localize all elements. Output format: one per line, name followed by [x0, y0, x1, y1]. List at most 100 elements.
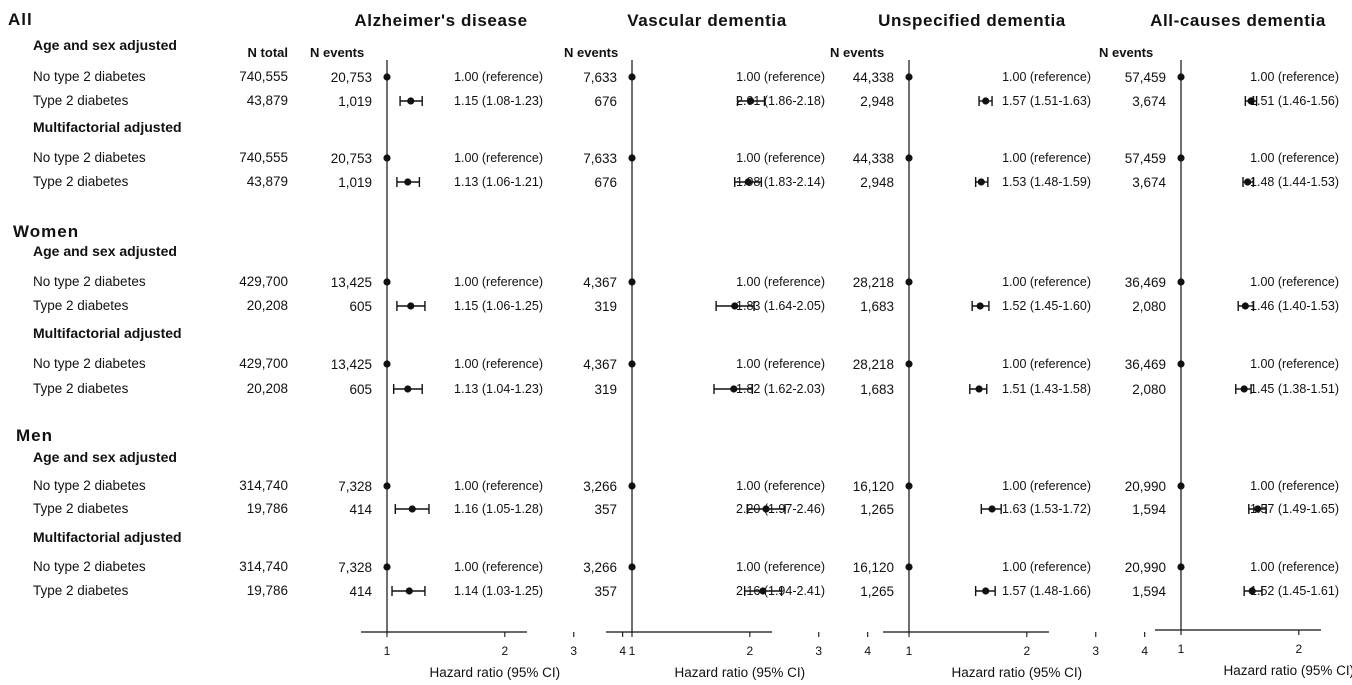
hr-point-vas — [731, 302, 739, 310]
col-header-n-events-vas: N events — [564, 45, 618, 60]
hr-text-all: 1.00 (reference) — [1250, 275, 1339, 289]
hr-text-alz: 1.00 (reference) — [454, 275, 543, 289]
row-label: No type 2 diabetes — [33, 274, 146, 289]
hr-point-all — [1241, 302, 1249, 310]
n-events-value-all: 57,459 — [1125, 151, 1166, 166]
n-events-value-alz: 13,425 — [331, 357, 372, 372]
x-axis-label-vas: Hazard ratio (95% CI) — [675, 665, 806, 680]
hr-text-alz: 1.15 (1.06-1.25) — [454, 299, 543, 313]
n-total-value: 20,208 — [247, 381, 288, 396]
n-events-value-vas: 7,633 — [583, 70, 617, 85]
n-events-value-uns: 1,265 — [860, 584, 894, 599]
hr-text-vas: 2.01 (1.86-2.18) — [736, 94, 825, 108]
x-tick-label-uns: 1 — [906, 644, 913, 658]
x-tick-label-alz: 4 — [619, 644, 626, 658]
hr-point-all — [1254, 505, 1262, 513]
n-events-value-all: 20,990 — [1125, 479, 1166, 494]
x-tick-label-vas: 1 — [629, 644, 636, 658]
n-events-value-uns: 44,338 — [853, 151, 894, 166]
hr-text-all: 1.00 (reference) — [1250, 479, 1339, 493]
n-events-value-all: 2,080 — [1132, 382, 1166, 397]
subgroup-label: Age and sex adjusted — [33, 449, 177, 465]
hr-text-vas: 1.00 (reference) — [736, 357, 825, 371]
hr-text-all: 1.52 (1.45-1.61) — [1250, 584, 1339, 598]
row-label: Type 2 diabetes — [33, 583, 129, 598]
hr-text-alz: 1.00 (reference) — [454, 70, 543, 84]
n-total-value: 740,555 — [239, 69, 288, 84]
n-events-value-alz: 20,753 — [331, 70, 372, 85]
hr-text-uns: 1.00 (reference) — [1002, 479, 1091, 493]
n-events-value-vas: 4,367 — [583, 275, 617, 290]
subgroup-label: Age and sex adjusted — [33, 37, 177, 53]
subgroup-label: Multifactorial adjusted — [33, 119, 182, 135]
hr-point-uns — [976, 302, 984, 310]
panel-title-all: All-causes dementia — [1150, 11, 1326, 30]
col-header-n-events-all: N events — [1099, 45, 1153, 60]
n-total-value: 429,700 — [239, 274, 288, 289]
row-label: Type 2 diabetes — [33, 381, 129, 396]
hr-text-all: 1.51 (1.46-1.56) — [1250, 94, 1339, 108]
group-label-all: All — [8, 10, 33, 29]
n-total-value: 19,786 — [247, 583, 288, 598]
subgroup-label: Multifactorial adjusted — [33, 325, 182, 341]
x-tick-label-vas: 3 — [815, 644, 822, 658]
hr-text-all: 1.00 (reference) — [1250, 357, 1339, 371]
hr-text-uns: 1.00 (reference) — [1002, 275, 1091, 289]
n-events-value-all: 20,990 — [1125, 560, 1166, 575]
hr-text-uns: 1.51 (1.43-1.58) — [1002, 382, 1091, 396]
x-tick-label-alz: 3 — [570, 644, 577, 658]
x-tick-label-all: 1 — [1178, 642, 1185, 656]
n-events-value-vas: 319 — [594, 299, 617, 314]
hr-point-alz — [405, 587, 413, 595]
n-events-value-alz: 20,753 — [331, 151, 372, 166]
hr-text-alz: 1.00 (reference) — [454, 151, 543, 165]
hr-point-all — [1240, 385, 1248, 393]
x-axis-label-alz: Hazard ratio (95% CI) — [430, 665, 561, 680]
n-total-value: 314,740 — [239, 478, 288, 493]
n-events-value-vas: 319 — [594, 382, 617, 397]
n-events-value-uns: 2,948 — [860, 175, 894, 190]
hr-point-uns — [975, 385, 983, 393]
hr-text-alz: 1.00 (reference) — [454, 560, 543, 574]
hr-text-uns: 1.00 (reference) — [1002, 560, 1091, 574]
n-events-value-all: 36,469 — [1125, 357, 1166, 372]
hr-text-uns: 1.52 (1.45-1.60) — [1002, 299, 1091, 313]
hr-text-alz: 1.14 (1.03-1.25) — [454, 584, 543, 598]
row-label: No type 2 diabetes — [33, 150, 146, 165]
row-label: Type 2 diabetes — [33, 501, 129, 516]
n-events-value-alz: 13,425 — [331, 275, 372, 290]
hr-point-alz — [408, 505, 416, 513]
x-tick-label-uns: 4 — [1141, 644, 1148, 658]
panel-title-vas: Vascular dementia — [627, 11, 787, 30]
col-header-n-events-uns: N events — [830, 45, 884, 60]
hr-text-uns: 1.57 (1.51-1.63) — [1002, 94, 1091, 108]
hr-text-alz: 1.00 (reference) — [454, 479, 543, 493]
hr-text-alz: 1.00 (reference) — [454, 357, 543, 371]
hr-text-uns: 1.63 (1.53-1.72) — [1002, 502, 1091, 516]
n-total-value: 429,700 — [239, 356, 288, 371]
hr-point-uns — [977, 178, 985, 186]
n-events-value-alz: 1,019 — [338, 175, 372, 190]
n-events-value-all: 1,594 — [1132, 584, 1166, 599]
hr-text-all: 1.57 (1.49-1.65) — [1250, 502, 1339, 516]
x-tick-label-uns: 2 — [1023, 644, 1030, 658]
n-total-value: 43,879 — [247, 174, 288, 189]
n-events-value-uns: 16,120 — [853, 560, 894, 575]
subgroup-label: Age and sex adjusted — [33, 243, 177, 259]
n-total-value: 19,786 — [247, 501, 288, 516]
n-events-value-uns: 28,218 — [853, 275, 894, 290]
hr-text-vas: 1.98 (1.83-2.14) — [736, 175, 825, 189]
hr-text-all: 1.46 (1.40-1.53) — [1250, 299, 1339, 313]
x-tick-label-vas: 4 — [864, 644, 871, 658]
n-events-value-uns: 16,120 — [853, 479, 894, 494]
n-events-value-all: 2,080 — [1132, 299, 1166, 314]
n-events-value-uns: 44,338 — [853, 70, 894, 85]
n-events-value-all: 1,594 — [1132, 502, 1166, 517]
n-events-value-all: 3,674 — [1132, 175, 1166, 190]
n-events-value-uns: 1,683 — [860, 299, 894, 314]
hr-text-vas: 1.00 (reference) — [736, 70, 825, 84]
col-header-n-total: N total — [248, 45, 288, 60]
x-tick-label-all: 2 — [1295, 642, 1302, 656]
n-events-value-uns: 1,265 — [860, 502, 894, 517]
n-events-value-vas: 4,367 — [583, 357, 617, 372]
